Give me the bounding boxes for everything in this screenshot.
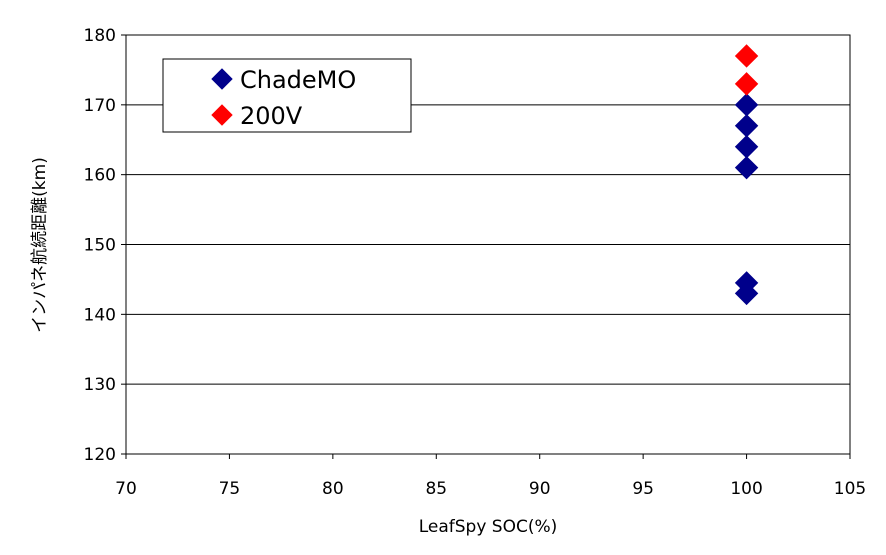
y-tick-label-120: 120	[84, 445, 116, 465]
y-tick-label-170: 170	[84, 96, 116, 116]
y-axis-ticks: 120 130 140 150 160 170 180	[84, 26, 126, 465]
legend-marker-1	[211, 104, 233, 126]
data-point-200v-0	[734, 44, 759, 68]
legend: ChadeMO 200V	[162, 58, 412, 133]
y-tick-label-180: 180	[84, 26, 116, 46]
data-point-chademo-3	[734, 155, 759, 180]
y-tick-label-130: 130	[84, 375, 116, 395]
data-point-chademo-0	[734, 93, 759, 117]
x-axis-title: LeafSpy SOC(%)	[419, 517, 558, 537]
legend-label-0: ChadeMO	[240, 66, 356, 94]
x-tick-label-105: 105	[834, 479, 866, 499]
data-point-chademo-5	[734, 281, 759, 306]
x-tick-label-85: 85	[425, 479, 447, 499]
data-point-200v-1	[734, 72, 759, 96]
data-point-chademo-1	[734, 114, 759, 138]
x-tick-label-75: 75	[219, 479, 241, 499]
legend-box	[162, 58, 412, 133]
x-tick-label-95: 95	[632, 479, 654, 499]
y-axis-title: インパネ航続距離(km)	[30, 157, 50, 333]
x-tick-label-70: 70	[115, 479, 137, 499]
y-tick-label-160: 160	[84, 166, 116, 186]
data-points	[734, 44, 759, 306]
x-axis-ticks: 70 75 80 85 90 95 100 105	[115, 454, 866, 499]
legend-marker-0	[211, 68, 233, 90]
x-tick-label-90: 90	[529, 479, 551, 499]
legend-label-1: 200V	[240, 102, 303, 130]
y-tick-label-150: 150	[84, 236, 116, 256]
data-point-chademo-2	[734, 135, 759, 159]
x-tick-label-80: 80	[322, 479, 344, 499]
y-tick-label-140: 140	[84, 305, 116, 325]
x-tick-label-100: 100	[730, 479, 762, 499]
legend-items: ChadeMO 200V	[211, 66, 356, 130]
